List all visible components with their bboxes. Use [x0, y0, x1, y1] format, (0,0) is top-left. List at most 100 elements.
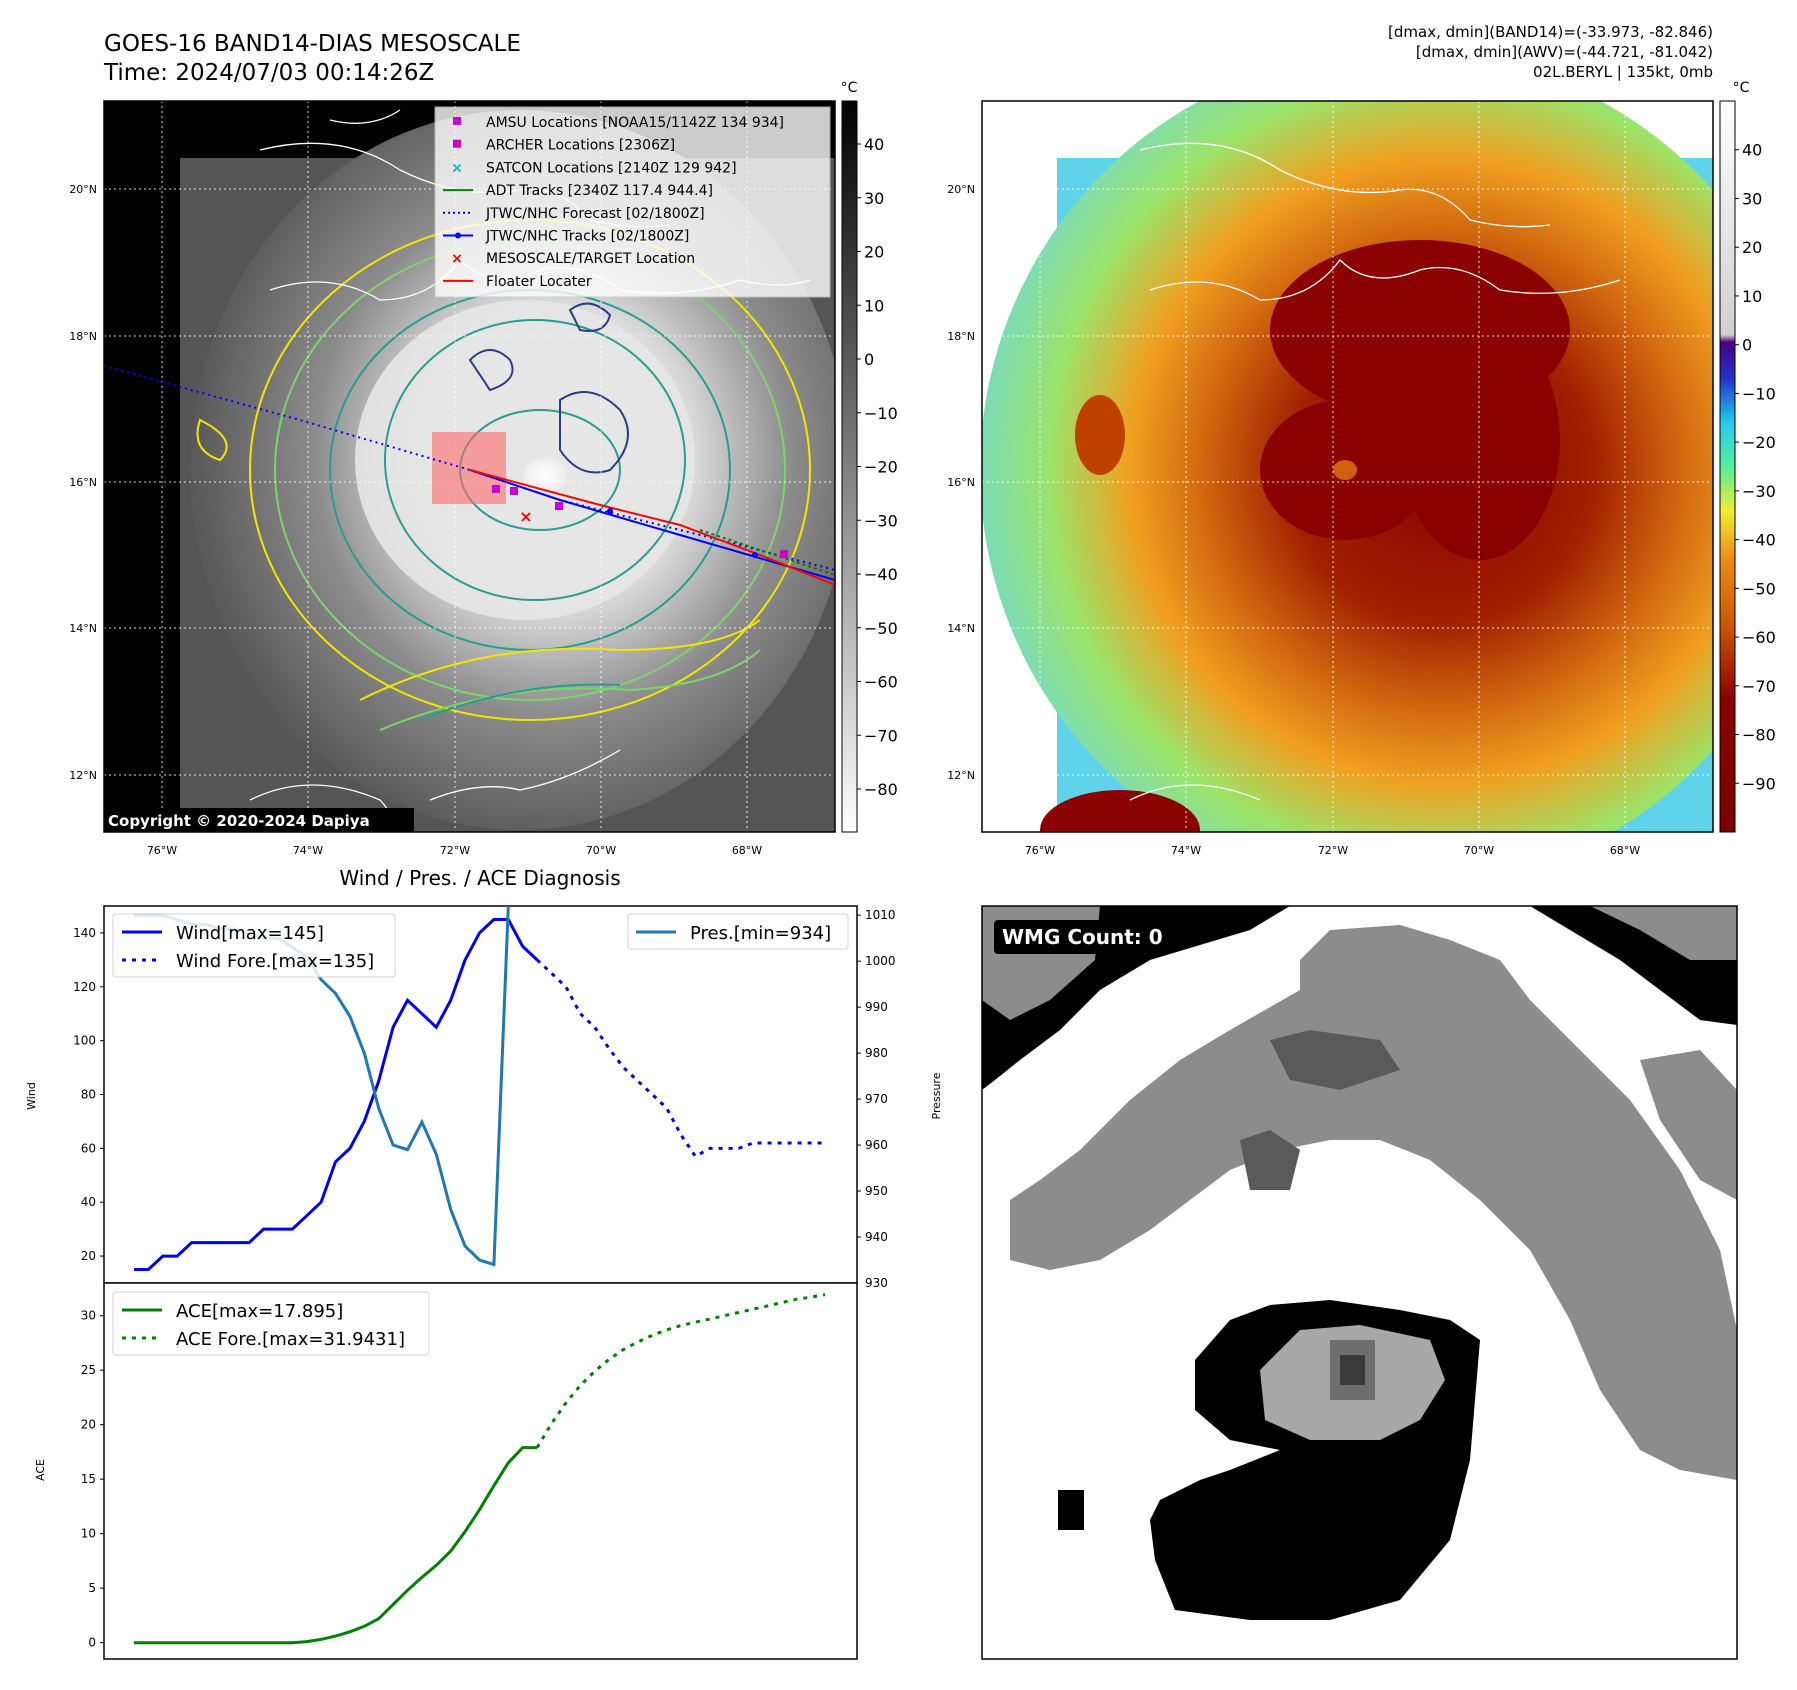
ace-axis-label: ACE: [34, 1459, 47, 1481]
ace-ytick-label: 30: [81, 1309, 96, 1323]
ace-ytick-label: 0: [88, 1636, 96, 1650]
lon-tick-label: 68°W: [732, 844, 762, 857]
legend-entry: ADT Tracks [2340Z 117.4 944.4]: [486, 183, 713, 199]
lon-tick-label: 74°W: [293, 844, 323, 857]
right-lat-labels: 20°N 18°N 16°N 14°N 12°N: [947, 183, 975, 782]
wmg-count-badge: [994, 920, 1172, 954]
cbar-tick-label: 40: [1742, 141, 1762, 160]
left-colorbar: °C 40 30 20 10 0 −10 −20 −30 −40 −50 −60 −70 −80: [841, 80, 898, 833]
wind-pressure-chart: 20 40 60 80 100 120 140 940 950 960 970 980 990 1000 1…: [73, 905, 896, 1290]
legend-entry: Floater Locater: [486, 274, 592, 290]
magenta-square-icon: [453, 117, 461, 125]
wind-ytick-label: 120: [73, 980, 96, 994]
ace-ytick-label: 5: [88, 1581, 96, 1595]
lat-tick-label: 12°N: [69, 769, 97, 782]
wind-axis-label: Wind: [25, 1082, 38, 1110]
wind-ytick-label: 40: [81, 1195, 96, 1209]
lat-tick-label: 18°N: [69, 330, 97, 343]
cbar-tick-label: 20: [864, 243, 884, 262]
cyan-x-icon: ×: [451, 160, 463, 176]
wind-ytick-label: 140: [73, 926, 96, 940]
wind-ytick-label: 20: [81, 1249, 96, 1263]
wmg-panel: WMG Count: 0: [981, 905, 1738, 1660]
lon-tick-label: 68°W: [1610, 844, 1640, 857]
ace-ytick-label: 10: [81, 1527, 96, 1541]
wind-ytick-label: 60: [81, 1141, 96, 1155]
pressure-legend-label: Pres.[min=934]: [690, 923, 831, 944]
lat-tick-label: 12°N: [947, 769, 975, 782]
ace-chart: 0 5 10 15 20 25 30 ACE[max=17.895] ACE Fore.[max…: [81, 1282, 858, 1660]
diagnosis-title: Wind / Pres. / ACE Diagnosis: [339, 866, 620, 890]
cbar-tick-label: −40: [1742, 531, 1776, 550]
lon-tick-label: 76°W: [147, 844, 177, 857]
legend-entry: MESOSCALE/TARGET Location: [486, 251, 695, 267]
pres-ytick-label: 980: [865, 1046, 888, 1060]
ace-ytick-label: 25: [81, 1363, 96, 1377]
pressure-axis-label: Pressure: [930, 1072, 943, 1119]
awv-map-panel: [981, 100, 1714, 833]
wmg-count-label: WMG Count: 0: [1002, 925, 1163, 949]
cbar-tick-label: 0: [864, 350, 874, 369]
cbar-tick-label: −50: [864, 619, 898, 638]
cbar-tick-label: −30: [864, 511, 898, 530]
cbar-tick-label: 40: [864, 135, 884, 154]
legend-entry: JTWC/NHC Forecast [02/1800Z]: [485, 206, 705, 222]
lat-tick-label: 14°N: [947, 622, 975, 635]
copyright-text: Copyright © 2020-2024 Dapiya: [108, 812, 370, 830]
cbar-tick-label: −50: [1742, 579, 1776, 598]
svg-text:×: ×: [451, 251, 463, 267]
cbar-tick-label: −30: [1742, 482, 1776, 501]
cbar-tick-label: 10: [1742, 287, 1762, 306]
wind-ytick-label: 80: [81, 1088, 96, 1102]
cbar-tick-label: −10: [864, 404, 898, 423]
legend-entry: SATCON Locations [2140Z 129 942]: [486, 160, 737, 176]
cbar-tick-label: −80: [864, 780, 898, 799]
info-line3: 02L.BERYL | 135kt, 0mb: [1533, 63, 1713, 81]
cbar-tick-label: 20: [1742, 238, 1762, 257]
lat-tick-label: 18°N: [947, 330, 975, 343]
map-legend: AMSU Locations [NOAA15/1142Z 134 934] ARC…: [434, 106, 831, 298]
lat-tick-label: 20°N: [947, 183, 975, 196]
lon-tick-label: 72°W: [440, 844, 470, 857]
wind-legend-label: Wind[max=145]: [176, 923, 324, 944]
cbar-tick-label: −60: [1742, 628, 1776, 647]
ace-line: [134, 1446, 538, 1645]
info-line2: [dmax, dmin](AWV)=(-44.721, -81.042): [1416, 43, 1713, 61]
wind-line: [134, 918, 539, 1271]
wind-forecast-legend-label: Wind Fore.[max=135]: [176, 951, 374, 972]
lon-tick-label: 76°W: [1025, 844, 1055, 857]
pres-ytick-label: 990: [865, 1000, 888, 1014]
title-line1: GOES-16 BAND14-DIAS MESOSCALE: [104, 31, 521, 57]
pres-ytick-label: 930: [865, 1276, 888, 1290]
legend-entry: JTWC/NHC Tracks [02/1800Z]: [485, 229, 689, 245]
cbar-tick-label: 30: [864, 189, 884, 208]
lon-tick-label: 70°W: [586, 844, 616, 857]
ace-ytick-label: 20: [81, 1418, 96, 1432]
blue-line-dot-icon: [443, 232, 473, 239]
red-x-icon: ×: [451, 251, 463, 267]
cbar-tick-label: −40: [864, 565, 898, 584]
title-line2: Time: 2024/07/03 00:14:26Z: [103, 60, 434, 86]
right-lon-labels: 76°W 74°W 72°W 70°W 68°W: [1025, 844, 1640, 857]
legend-entry: ARCHER Locations [2306Z]: [486, 138, 675, 154]
left-lat-labels: 20°N 18°N 16°N 14°N 12°N: [69, 183, 97, 782]
cbar-tick-label: −60: [864, 673, 898, 692]
lat-tick-label: 20°N: [69, 183, 97, 196]
lon-tick-label: 70°W: [1464, 844, 1494, 857]
ace-forecast-legend-label: ACE Fore.[max=31.9431]: [176, 1329, 405, 1350]
pressure-legend: Pres.[min=934]: [627, 913, 849, 950]
magenta-square-icon: [453, 139, 461, 148]
cbar-tick-label: 30: [1742, 189, 1762, 208]
right-cbar-unit: °C: [1733, 80, 1750, 96]
wind-legend: Wind[max=145] Wind Fore.[max=135]: [112, 913, 396, 978]
legend-entry: AMSU Locations [NOAA15/1142Z 134 934]: [486, 115, 784, 131]
pres-ytick-label: 1010: [865, 908, 896, 922]
lat-tick-label: 16°N: [947, 476, 975, 489]
info-line1: [dmax, dmin](BAND14)=(-33.973, -82.846): [1388, 23, 1713, 41]
ace-forecast-line: [535, 1293, 826, 1449]
lon-tick-label: 74°W: [1171, 844, 1201, 857]
cbar-tick-label: −20: [864, 458, 898, 477]
cbar-tick-label: −80: [1742, 726, 1776, 745]
ace-legend-label: ACE[max=17.895]: [176, 1301, 343, 1322]
